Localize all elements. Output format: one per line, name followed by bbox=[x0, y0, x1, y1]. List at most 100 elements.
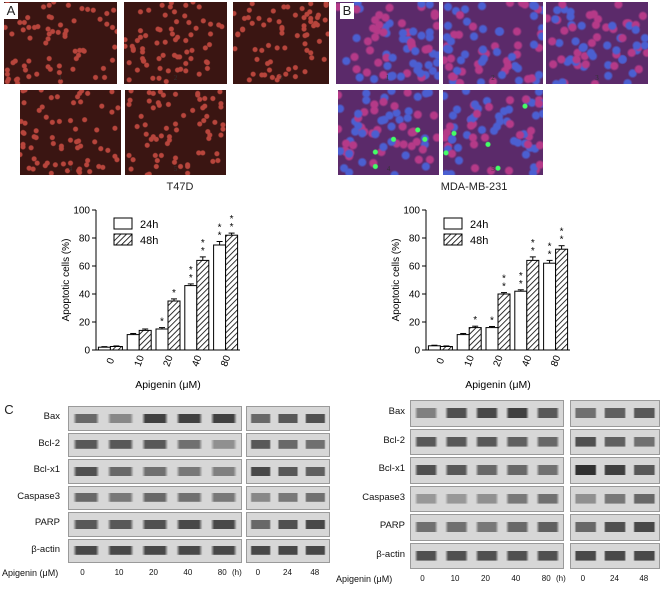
bar-24h-0 bbox=[427, 345, 441, 351]
y-tick-label: 80 bbox=[79, 234, 91, 245]
blot-time-3 bbox=[570, 485, 660, 512]
dose-label-20: 20 bbox=[149, 568, 158, 577]
y-tick-label: 100 bbox=[403, 206, 420, 217]
x-tick-label: 40 bbox=[520, 354, 534, 369]
micrograph-number: 4 bbox=[68, 165, 73, 173]
time-label-48: 48 bbox=[310, 568, 320, 577]
significance-mark: * bbox=[218, 223, 222, 234]
significance-mark: * bbox=[473, 315, 477, 326]
protein-label-2: Bcl-x1 bbox=[33, 464, 60, 476]
bar-48h-0 bbox=[439, 346, 453, 351]
legend-swatch-24h bbox=[443, 217, 463, 230]
blot-time-1 bbox=[570, 428, 660, 455]
blot-dose-5 bbox=[410, 542, 564, 569]
protein-label-1: Bcl-2 bbox=[383, 434, 405, 446]
protein-label-3: Caspase3 bbox=[17, 490, 60, 502]
bar-24h-10 bbox=[126, 334, 140, 351]
dose-label-20: 20 bbox=[481, 574, 490, 583]
protein-label-1: Bcl-2 bbox=[38, 437, 60, 449]
significance-mark: * bbox=[172, 288, 176, 299]
blot-time-0 bbox=[246, 406, 330, 431]
blot-dose-4 bbox=[68, 512, 242, 537]
bar-24h-40 bbox=[184, 285, 198, 351]
dose-label-0: 0 bbox=[80, 568, 85, 577]
protein-label-0: Bax bbox=[43, 411, 60, 423]
significance-mark: * bbox=[519, 271, 523, 282]
blot-time-5 bbox=[570, 542, 660, 569]
significance-mark: * bbox=[230, 222, 234, 233]
blot-dose-4 bbox=[410, 514, 564, 541]
a-micrograph-5: 5 bbox=[125, 90, 226, 175]
dose-label-80: 80 bbox=[217, 568, 227, 577]
x-tick-label: 20 bbox=[492, 354, 506, 369]
micrograph-number: 4 bbox=[386, 165, 391, 173]
blot-dose-2 bbox=[410, 457, 564, 484]
a-micrograph-2: 2 bbox=[124, 2, 227, 84]
blot-dose-0 bbox=[410, 400, 564, 427]
y-tick-label: 80 bbox=[409, 234, 421, 245]
legend-label-48h: 48h bbox=[140, 235, 158, 247]
blot-dose-1 bbox=[410, 428, 564, 455]
b-micrograph-4: 4 bbox=[338, 90, 439, 175]
significance-mark: * bbox=[189, 265, 193, 276]
protein-label-4: PARP bbox=[34, 517, 60, 529]
time-unit-label: (h) bbox=[556, 574, 566, 583]
protein-label-4: PARP bbox=[379, 520, 405, 532]
significance-mark: * bbox=[160, 317, 164, 328]
b-micrograph-3: 3 bbox=[546, 2, 648, 84]
b-micrograph-2: 2 bbox=[443, 2, 543, 84]
micrograph-number: 5 bbox=[173, 165, 178, 173]
dose-label-10: 10 bbox=[450, 574, 460, 583]
protein-label-3: Caspase3 bbox=[362, 491, 405, 503]
x-tick-label: 0 bbox=[435, 356, 447, 365]
bar-24h-80 bbox=[543, 262, 557, 351]
significance-mark: * bbox=[201, 238, 205, 249]
significance-mark: * bbox=[519, 279, 523, 290]
blot-time-1 bbox=[246, 432, 330, 457]
blot-dose-3 bbox=[68, 485, 242, 510]
bar-24h-40 bbox=[514, 290, 528, 351]
significance-mark: * bbox=[218, 231, 222, 242]
significance-mark: * bbox=[230, 214, 234, 225]
protein-label-5: β-actin bbox=[31, 543, 60, 555]
dose-label-40: 40 bbox=[511, 574, 521, 583]
x-tick-label: 20 bbox=[162, 354, 176, 369]
a-micrograph-3: 3 bbox=[233, 2, 329, 84]
bar-24h-80 bbox=[213, 244, 227, 351]
significance-mark: * bbox=[560, 227, 564, 238]
blot-time-2 bbox=[570, 457, 660, 484]
blot-time-4 bbox=[570, 514, 660, 541]
legend-swatch-48h bbox=[443, 233, 463, 246]
bar-48h-20 bbox=[497, 293, 511, 351]
blot-dose-1 bbox=[68, 432, 242, 457]
y-tick-label: 40 bbox=[79, 290, 91, 301]
significance-mark: * bbox=[548, 249, 552, 260]
bar-48h-80 bbox=[225, 234, 239, 351]
bar-48h-40 bbox=[526, 259, 540, 351]
bar-24h-10 bbox=[456, 334, 470, 351]
panel-letter-c: C bbox=[2, 402, 16, 418]
panel-letter-a: A bbox=[4, 3, 18, 19]
x-tick-label: 80 bbox=[219, 354, 233, 369]
b-micrograph-5: 5 bbox=[443, 90, 543, 175]
blot-time-3 bbox=[246, 485, 330, 510]
y-tick-label: 40 bbox=[409, 290, 421, 301]
legend-label-24h: 24h bbox=[470, 219, 488, 231]
dose-label-40: 40 bbox=[183, 568, 193, 577]
dose-axis-label: Apigenin (μM) bbox=[2, 568, 59, 578]
significance-mark: * bbox=[502, 274, 506, 285]
blot-dose-0 bbox=[68, 406, 242, 431]
t47d-label: T47D bbox=[166, 181, 194, 193]
significance-mark: * bbox=[502, 282, 506, 293]
legend-label-24h: 24h bbox=[140, 219, 158, 231]
x-tick-label: 10 bbox=[463, 354, 477, 369]
time-label-24: 24 bbox=[610, 574, 619, 583]
legend-swatch-48h bbox=[113, 233, 133, 246]
significance-mark: * bbox=[548, 241, 552, 252]
x-axis-label: Apigenin (μM) bbox=[135, 379, 201, 391]
significance-mark: * bbox=[490, 315, 494, 326]
blot-time-5 bbox=[246, 538, 330, 563]
micrograph-number: 2 bbox=[173, 74, 178, 82]
